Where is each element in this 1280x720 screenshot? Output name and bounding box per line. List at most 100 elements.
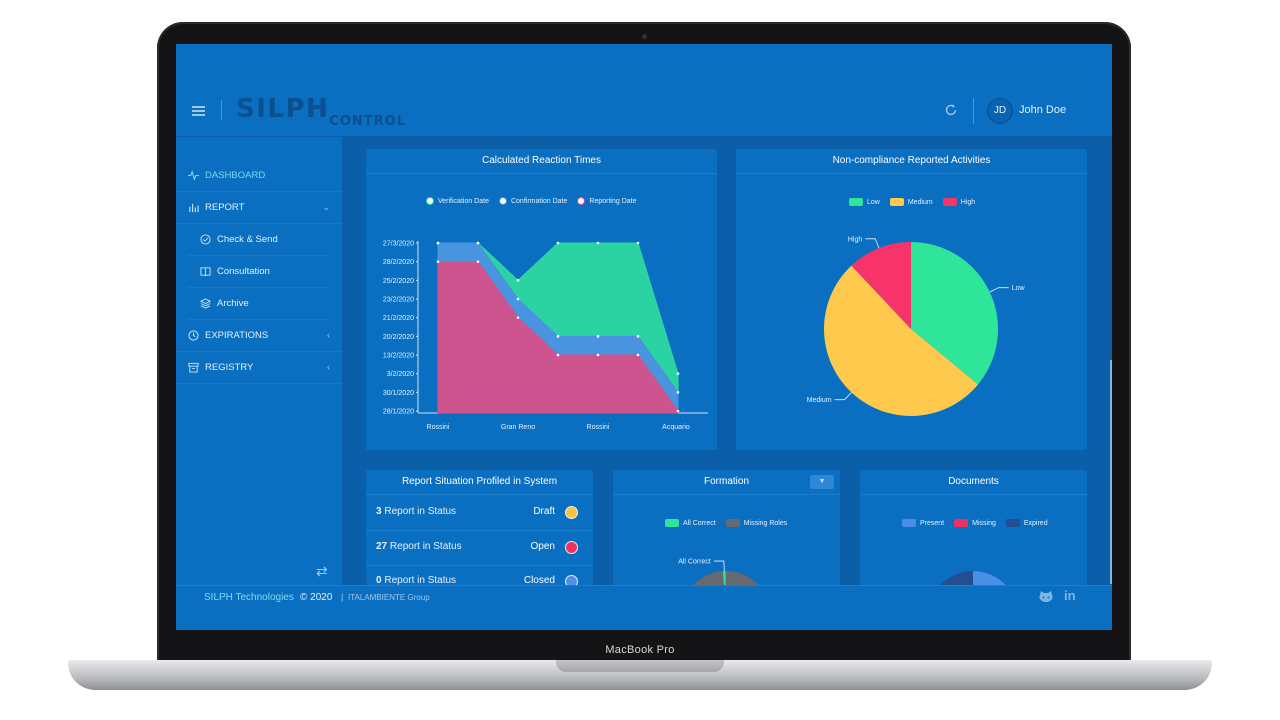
legend-marker: [498, 197, 507, 205]
status-label: Closed: [523, 575, 555, 585]
check-circle-icon: [200, 233, 211, 245]
sidebar: DASHBOARD REPORT ⌄ Check & Send Consulta…: [176, 137, 343, 585]
legend-item[interactable]: All Correct: [665, 519, 716, 527]
x-tick-label: Gran Reno: [501, 424, 535, 431]
legend-item[interactable]: Confirmation Date: [498, 197, 567, 205]
sidebar-item-archive[interactable]: Archive: [188, 287, 330, 320]
data-point[interactable]: [636, 335, 640, 338]
swap-arrows-icon[interactable]: ⇄: [316, 563, 328, 579]
data-point[interactable]: [476, 260, 480, 263]
legend-item[interactable]: Missing: [954, 519, 996, 527]
formation-dropdown-button[interactable]: ▼: [810, 475, 834, 489]
legend-marker: [426, 197, 434, 205]
legend-item[interactable]: High: [942, 198, 975, 206]
data-point[interactable]: [516, 297, 520, 301]
archive-box-icon: [188, 362, 199, 373]
sidebar-item-registry[interactable]: REGISTRY ‹: [176, 351, 342, 384]
data-point[interactable]: [636, 241, 640, 245]
legend-label: Medium: [907, 198, 933, 206]
status-row-closed[interactable]: 0 Report in Status Closed: [366, 565, 593, 585]
layers-icon: [200, 297, 211, 309]
chart-legend: Verification Date Confirmation Date Repo…: [426, 197, 637, 205]
card-title: Documents: [860, 470, 1087, 495]
noncompliance-pie-chart: Low Medium High: [807, 236, 1026, 417]
sidebar-item-expirations[interactable]: EXPIRATIONS ‹: [176, 319, 342, 352]
device-brand-label: MacBook Pro: [605, 644, 675, 656]
sidebar-item-label: REGISTRY: [205, 361, 254, 373]
legend-swatch: [889, 198, 904, 206]
app-logo[interactable]: SILPHCONTROL: [236, 94, 406, 129]
footer-year: © 2020: [300, 592, 333, 603]
data-point[interactable]: [556, 241, 560, 245]
legend-label: Verification Date: [438, 197, 489, 205]
card-reaction-times: Calculated Reaction Times Verification D…: [366, 149, 717, 450]
data-point[interactable]: [436, 260, 440, 263]
refresh-icon[interactable]: [944, 103, 958, 117]
pie-slice-2[interactable]: [851, 242, 911, 329]
user-name[interactable]: John Doe: [1019, 104, 1067, 116]
status-text: Report in Status: [389, 541, 462, 552]
sidebar-item-consultation[interactable]: Consultation: [188, 255, 330, 288]
chart-legend: All Correct Missing Roles: [665, 519, 787, 527]
footer: SILPH Technologies © 2020 | ITALAMBIENTE…: [176, 585, 1112, 630]
github-icon[interactable]: [1038, 590, 1054, 604]
status-label: Draft: [533, 506, 555, 517]
pie-slice-1[interactable]: [823, 265, 979, 417]
footer-company[interactable]: SILPH Technologies: [204, 592, 294, 603]
sidebar-item-label: DASHBOARD: [205, 169, 266, 181]
pie-slice-2[interactable]: [928, 571, 1009, 585]
y-tick-label: 28/1/2020: [383, 409, 414, 416]
legend-item[interactable]: Missing Roles: [725, 519, 787, 527]
status-row-draft[interactable]: 3 Report in Status Draft: [366, 496, 593, 531]
sidebar-item-dashboard[interactable]: DASHBOARD: [176, 159, 342, 192]
data-point[interactable]: [636, 353, 640, 357]
data-point[interactable]: [676, 391, 680, 394]
pie-slice-0[interactable]: [722, 571, 726, 585]
legend-swatch: [665, 519, 679, 527]
user-avatar[interactable]: JD: [987, 98, 1013, 124]
clock-icon: [188, 329, 199, 341]
legend-item[interactable]: Low: [849, 198, 880, 206]
legend-label: All Correct: [683, 519, 716, 527]
data-point[interactable]: [676, 409, 680, 413]
pie-label-line: [865, 238, 880, 249]
legend-item[interactable]: Verification Date: [426, 197, 489, 205]
pie-label: Low: [1012, 285, 1026, 292]
legend-item[interactable]: Present: [902, 519, 944, 527]
card-title: Report Situation Profiled in System: [366, 470, 593, 495]
sidebar-item-label: EXPIRATIONS: [205, 329, 269, 341]
data-point[interactable]: [556, 335, 560, 338]
pie-slice-1[interactable]: [681, 571, 771, 585]
legend-marker: [577, 197, 586, 205]
sidebar-item-check-send[interactable]: Check & Send: [188, 223, 330, 256]
legend-label: Missing: [972, 519, 996, 527]
data-point[interactable]: [516, 316, 520, 319]
legend-item[interactable]: Expired: [1005, 519, 1048, 527]
data-point[interactable]: [596, 353, 600, 357]
data-point[interactable]: [556, 353, 560, 357]
sidebar-item-report[interactable]: REPORT ⌄: [176, 191, 342, 224]
book-icon: [200, 266, 211, 276]
data-point[interactable]: [476, 241, 480, 245]
data-point[interactable]: [516, 279, 520, 282]
data-point[interactable]: [436, 241, 440, 245]
hamburger-menu-icon[interactable]: [192, 106, 205, 116]
legend-swatch: [902, 519, 916, 527]
status-count: 0: [376, 575, 382, 585]
data-point[interactable]: [596, 335, 600, 338]
legend-swatch: [942, 198, 957, 206]
status-row-open[interactable]: 27 Report in Status Open: [366, 531, 593, 566]
linkedin-icon[interactable]: in: [1064, 588, 1076, 603]
content-scrollbar[interactable]: [1110, 360, 1112, 584]
data-point[interactable]: [596, 241, 600, 245]
y-tick-label: 21/2/2020: [383, 315, 414, 322]
footer-group[interactable]: ITALAMBIENTE Group: [348, 593, 430, 602]
data-point[interactable]: [676, 372, 680, 375]
legend-item[interactable]: Reporting Date: [577, 197, 637, 205]
footer-separator: |: [341, 592, 344, 602]
status-count: 27: [376, 541, 388, 552]
status-count-text: 0 Report in Status: [376, 575, 456, 585]
legend-item[interactable]: Medium: [889, 198, 933, 206]
pie-slice-0[interactable]: [911, 242, 998, 385]
pie-slice-0[interactable]: [973, 571, 1018, 585]
